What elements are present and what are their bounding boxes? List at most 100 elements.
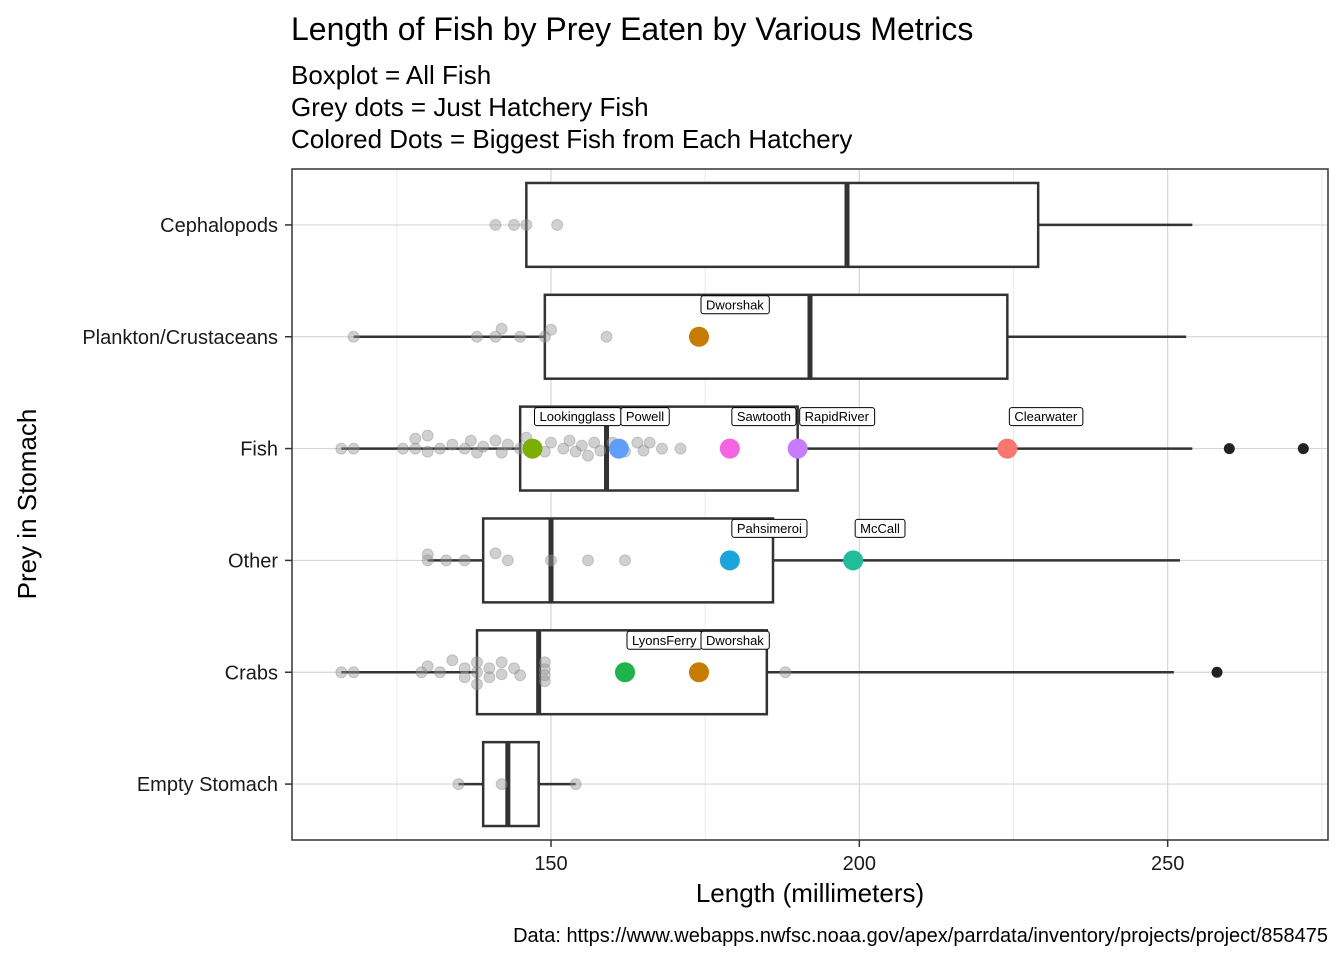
hatchery-point — [637, 444, 650, 457]
hatchery-point — [514, 330, 527, 343]
hatchery-point — [421, 548, 434, 561]
hatchery-point — [582, 554, 594, 567]
x-axis-title: Length (millimeters) — [696, 878, 924, 908]
hatchery-point — [471, 330, 483, 343]
hatchery-point — [446, 654, 459, 667]
hatchery-point — [619, 554, 631, 567]
chart-subtitle-line-2: Grey dots = Just Hatchery Fish — [291, 92, 649, 122]
hatchery-label: RapidRiver — [799, 407, 876, 427]
hatchery-label: Lookingglass — [534, 407, 622, 427]
hatchery-point — [409, 432, 422, 445]
biggest-fish-point — [615, 662, 635, 683]
hatchery-label-text: McCall — [860, 521, 900, 536]
biggest-fish-point — [608, 438, 629, 459]
hatchery-label: Dworshak — [700, 630, 770, 650]
hatchery-point — [594, 444, 607, 457]
hatchery-point — [495, 322, 508, 335]
hatchery-label: Sawtooth — [731, 407, 797, 427]
hatchery-point — [569, 778, 582, 791]
hatchery-point — [495, 656, 508, 669]
hatchery-point — [538, 656, 551, 669]
hatchery-point — [495, 668, 508, 681]
hatchery-point — [520, 218, 533, 231]
hatchery-label: LyonsFerry — [626, 630, 703, 650]
hatchery-label-text: Lookingglass — [540, 409, 616, 424]
y-tick-label: Fish — [240, 439, 278, 461]
hatchery-point — [588, 436, 601, 449]
hatchery-points — [335, 218, 792, 791]
hatchery-point — [557, 442, 570, 455]
biggest-fish-point — [787, 438, 808, 459]
hatchery-label-text: Powell — [626, 409, 664, 424]
chart-subtitle-line-1: Boxplot = All Fish — [291, 60, 491, 90]
outlier-point — [1211, 666, 1223, 678]
hatchery-point — [495, 778, 508, 791]
hatchery-point — [335, 442, 348, 455]
hatchery-label-box — [854, 518, 906, 538]
hatchery-point — [551, 218, 564, 231]
hatchery-point — [458, 442, 471, 455]
hatchery-point — [347, 442, 360, 455]
axes: Cephalopods Plankton/Crustaceans Fish Other… — [82, 215, 1184, 875]
hatchery-point — [421, 554, 434, 567]
biggest-fish-point — [719, 438, 740, 459]
hatchery-point — [489, 218, 502, 231]
hatchery-point — [563, 434, 576, 447]
biggest-fish-point — [997, 438, 1018, 459]
hatchery-point — [397, 442, 409, 455]
hatchery-label-text: Clearwater — [1014, 409, 1078, 424]
hatchery-label-box — [731, 518, 808, 538]
boxplot-plankton-crustaceans — [353, 293, 1187, 380]
chart-title: Length of Fish by Prey Eaten by Various … — [291, 11, 973, 47]
hatchery-point — [483, 662, 496, 675]
outlier-point — [1223, 443, 1235, 455]
hatchery-point — [483, 671, 496, 684]
box-iqr — [525, 181, 1040, 269]
hatchery-point — [335, 666, 348, 679]
hatchery-point — [458, 554, 471, 567]
outlier-point — [1297, 443, 1309, 455]
hatchery-point — [538, 330, 551, 343]
hatchery-point — [452, 778, 465, 791]
box-iqr — [543, 293, 1009, 380]
hatchery-point — [545, 436, 557, 449]
y-tick-label: Plankton/Crustaceans — [82, 327, 278, 349]
hatchery-point — [458, 671, 471, 684]
biggest-fish-point — [843, 550, 864, 571]
hatchery-point — [421, 445, 434, 458]
boxplot-empty-stomach — [458, 740, 576, 828]
hatchery-point — [501, 438, 514, 451]
hatchery-point — [508, 662, 520, 675]
chart-caption: Data: https://www.webapps.nwfsc.noaa.gov… — [513, 925, 1328, 947]
x-tick-label: 150 — [534, 853, 567, 875]
x-tick-label: 250 — [1151, 853, 1184, 875]
hatchery-point — [421, 429, 434, 442]
hatchery-point — [538, 675, 551, 688]
hatchery-point — [674, 442, 687, 455]
hatchery-point — [656, 442, 668, 455]
hatchery-point — [545, 554, 557, 567]
hatchery-point — [501, 554, 514, 567]
hatchery-point — [538, 669, 551, 682]
hatchery-point — [489, 434, 502, 447]
y-axis-title: Prey in Stomach — [12, 409, 42, 600]
hatchery-label-box — [700, 295, 770, 315]
hatchery-label: Dworshak — [700, 295, 770, 315]
hatchery-point — [489, 330, 502, 343]
plot-panel-background — [292, 169, 1328, 840]
hatchery-point — [495, 446, 508, 459]
hatchery-point — [508, 218, 520, 231]
hatchery-point — [631, 436, 644, 449]
hatchery-point — [575, 439, 588, 452]
hatchery-point — [514, 669, 527, 682]
hatchery-point — [477, 440, 490, 453]
hatchery-label-box — [700, 630, 770, 650]
plot-panel-border — [291, 168, 1329, 841]
hatchery-point — [415, 666, 428, 679]
y-tick-label: Cephalopods — [160, 215, 278, 237]
biggest-fish-point — [689, 326, 709, 347]
hatchery-label: Clearwater — [1008, 407, 1084, 427]
hatchery-label: McCall — [854, 518, 906, 538]
hatchery-label-text: RapidRiver — [805, 409, 870, 424]
